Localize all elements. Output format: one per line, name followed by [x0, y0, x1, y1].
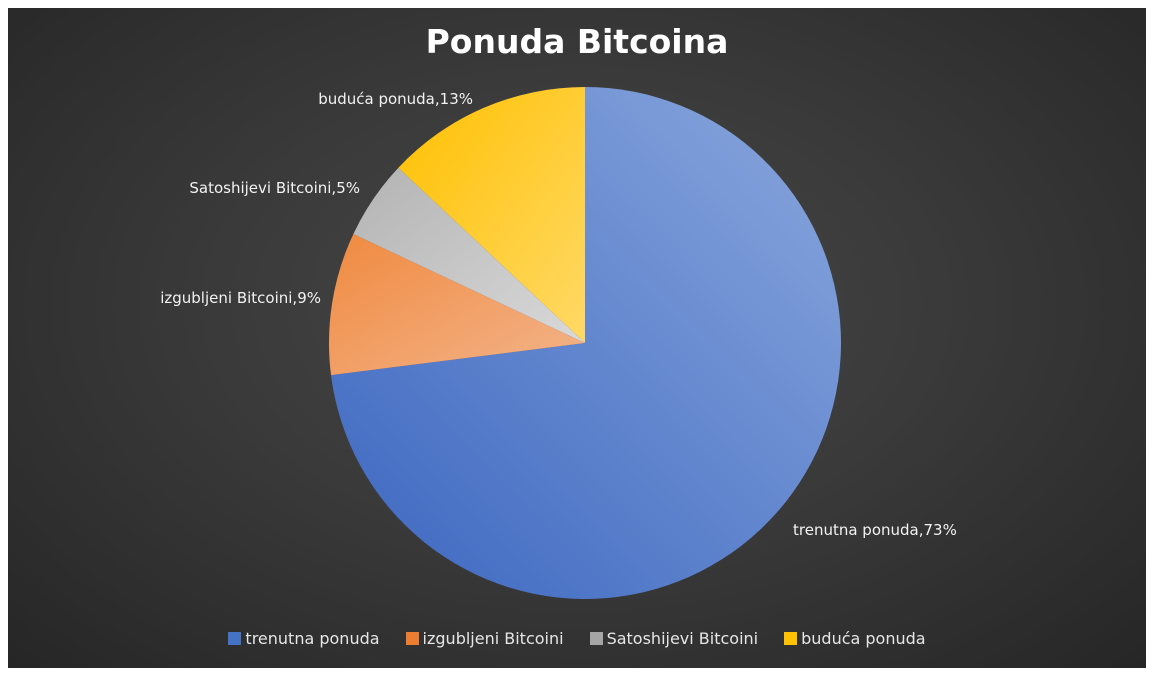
legend-swatch	[405, 632, 419, 645]
legend-item-satoshijevi-bitcoini: Satoshijevi Bitcoini	[589, 629, 759, 648]
pie-slice-izgubljeni-bitcoini	[328, 234, 585, 376]
chart-area: Ponuda Bitcoina trenutna ponuda,73% izgub…	[8, 8, 1146, 668]
legend-swatch	[228, 632, 242, 645]
legend-item-trenutna-ponuda: trenutna ponuda	[228, 629, 380, 648]
data-label: trenutna ponuda,73%	[793, 521, 957, 539]
pie-slice-budu-a-ponuda	[398, 87, 585, 343]
chart-title: Ponuda Bitcoina	[425, 22, 729, 61]
legend-label: buduća ponuda	[801, 629, 926, 648]
pie-slice-satoshijevi-bitcoini	[353, 167, 585, 343]
legend: trenutna ponuda izgubljeni Bitcoini Sato…	[8, 629, 1146, 648]
pie-slice-trenutna-ponuda	[331, 87, 842, 599]
legend-swatch	[589, 632, 603, 645]
legend-label: trenutna ponuda	[245, 629, 380, 648]
legend-swatch	[784, 632, 798, 645]
pie-chart: trenutna ponuda,73% izgubljeni Bitcoini,9…	[160, 87, 957, 599]
legend-label: Satoshijevi Bitcoini	[606, 629, 759, 648]
data-label: Satoshijevi Bitcoini,5%	[189, 179, 360, 197]
legend-item-buduca-ponuda: buduća ponuda	[784, 629, 926, 648]
data-label: buduća ponuda,13%	[318, 90, 473, 108]
data-label: izgubljeni Bitcoini,9%	[160, 289, 321, 307]
legend-label: izgubljeni Bitcoini	[422, 629, 564, 648]
legend-item-izgubljeni-bitcoini: izgubljeni Bitcoini	[405, 629, 564, 648]
